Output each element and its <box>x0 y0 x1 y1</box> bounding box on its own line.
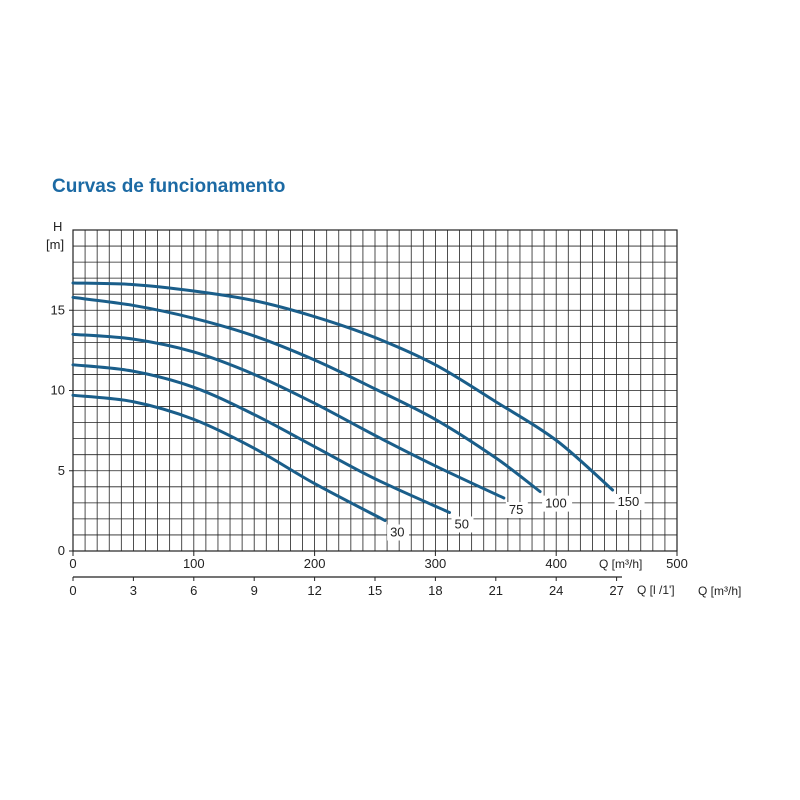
curve-label-bg <box>542 495 573 512</box>
chart-grid <box>72 229 678 552</box>
x-bottom-tick-label: 18 <box>428 583 442 598</box>
curve-100 <box>71 295 542 494</box>
x-top-tick-label: 200 <box>304 556 326 571</box>
y-axis-label-h: H <box>53 219 62 234</box>
curve-30 <box>71 393 387 523</box>
curve-label-100: 100 <box>545 496 567 511</box>
x-bottom-tick-label: 15 <box>368 583 382 598</box>
x-axis-bottom-label: Q [l /1'] <box>637 583 675 597</box>
curve-label-bg <box>451 516 474 533</box>
x-bottom-tick-label: 12 <box>307 583 321 598</box>
y-tick-label: 0 <box>58 543 65 558</box>
x-top-tick-label: 100 <box>183 556 205 571</box>
curve-label-75: 75 <box>509 502 523 517</box>
y-tick-label: 15 <box>51 302 65 317</box>
curve-label-150: 150 <box>618 494 640 509</box>
x-bottom-tick-label: 24 <box>549 583 563 598</box>
x-bottom-tick-label: 3 <box>130 583 137 598</box>
x-bottom-tick-label: 9 <box>251 583 258 598</box>
curve-150 <box>71 281 615 492</box>
chart-curves <box>71 281 615 523</box>
x-bottom-tick-label: 21 <box>489 583 503 598</box>
curve-label-bg <box>505 502 528 519</box>
x-bottom-tick-label: 27 <box>609 583 623 598</box>
chart-title: Curvas de funcionamento <box>52 176 286 197</box>
curve-label-bg <box>387 524 410 541</box>
y-axis-label-unit: [m] <box>46 237 64 252</box>
x-top-tick-label: 500 <box>666 556 688 571</box>
curve-50 <box>71 363 451 514</box>
curve-75 <box>71 332 506 500</box>
x-top-tick-label: 0 <box>69 556 76 571</box>
y-tick-label: 10 <box>51 383 65 398</box>
x-top-tick-label: 300 <box>425 556 447 571</box>
chart-labels: 30 50 75 100 150 <box>387 494 645 541</box>
y-tick-label: 5 <box>58 463 65 478</box>
x-bottom-tick-label: 0 <box>69 583 76 598</box>
x-bottom-tick-label: 6 <box>190 583 197 598</box>
curve-label-bg <box>614 494 645 511</box>
curve-label-50: 50 <box>454 516 468 531</box>
x-axis-top-label: Q [m³/h] <box>599 557 642 571</box>
curve-label-30: 30 <box>390 525 404 540</box>
x-top-tick-label: 400 <box>545 556 567 571</box>
x-axis-bottom-outer-label: Q [m³/h] <box>698 584 741 598</box>
